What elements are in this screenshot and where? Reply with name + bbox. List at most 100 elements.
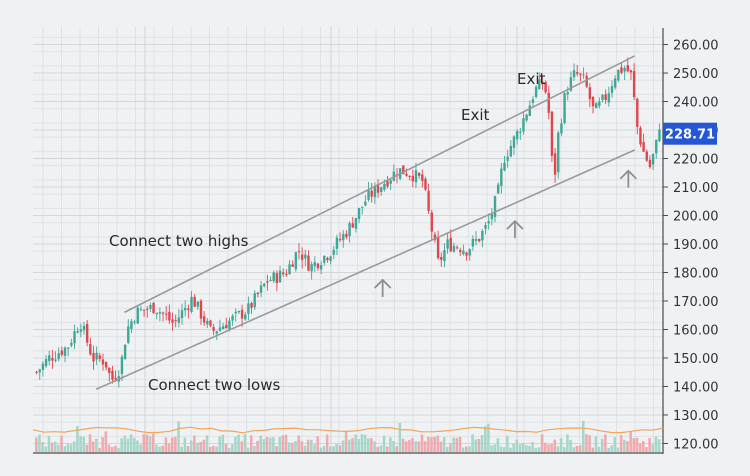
y-tick-label: 220.00 (673, 153, 719, 168)
volume-bar (202, 439, 206, 452)
candle-body (468, 249, 471, 256)
volume-bar (623, 439, 626, 452)
candle-body (421, 174, 424, 181)
volume-bar (259, 435, 263, 452)
volume-bar (306, 439, 310, 452)
candle-body (155, 312, 158, 315)
volume-bar (85, 444, 89, 452)
volume-bar (310, 439, 313, 452)
volume-bar (303, 445, 307, 452)
volume-bar (348, 439, 351, 452)
candle-body (496, 184, 500, 194)
volume-bar (66, 443, 70, 452)
candle-body (569, 77, 573, 91)
candle-body (66, 347, 70, 349)
y-tick-label: 190.00 (673, 238, 719, 253)
volume-bar (474, 439, 478, 452)
candle-body (645, 151, 648, 161)
candle-body (171, 319, 174, 323)
volume-bar (110, 447, 114, 452)
volume-bar (404, 441, 408, 452)
volume-bar (136, 440, 139, 452)
candle-body (297, 251, 301, 253)
candle-body (127, 326, 130, 343)
candle-body (658, 129, 661, 142)
candle-body (591, 96, 595, 107)
volume-bar (420, 434, 424, 452)
candle-body (104, 361, 108, 368)
candle-body (130, 321, 133, 329)
candle-body (313, 262, 317, 267)
volume-bar (594, 436, 598, 452)
candle-body (183, 307, 187, 311)
volume-bar (521, 443, 525, 452)
volume-bar (104, 431, 108, 452)
volume-bar (433, 436, 436, 452)
candle-body (44, 359, 48, 367)
up-arrow-icon (619, 169, 637, 188)
last-price-badge: 228.71 (663, 122, 717, 145)
candle-body (139, 309, 143, 311)
volume-bar (389, 437, 392, 452)
volume-bar (427, 436, 430, 452)
volume-bar (212, 445, 215, 452)
candle-body (383, 183, 386, 190)
candle-body (515, 131, 519, 140)
volume-bar (366, 438, 370, 452)
candle-body (364, 201, 367, 206)
candle-body (114, 377, 117, 380)
volume-bars (32, 420, 664, 452)
annotation-label: Exit (517, 70, 546, 88)
volume-bar (648, 438, 651, 452)
volume-bar (499, 446, 503, 452)
volume-bar (329, 446, 332, 452)
candle-body (221, 326, 225, 330)
volume-bar (395, 446, 398, 452)
y-tick-label: 180.00 (673, 266, 719, 281)
volume-bar (107, 444, 111, 452)
candle-body (620, 67, 623, 73)
candle-body (427, 190, 430, 212)
candlesticks (35, 57, 661, 388)
volume-bar (117, 447, 120, 452)
volume-bar (177, 421, 180, 452)
volume-bar (193, 435, 196, 452)
volume-bar (581, 420, 585, 452)
volume-bar (155, 444, 158, 452)
volume-bar (234, 436, 237, 452)
candle-body (89, 344, 92, 355)
volume-bar (363, 434, 367, 452)
candle-body (512, 136, 516, 148)
candle-body (215, 331, 218, 334)
volume-bar (101, 437, 104, 452)
volume-bar (72, 441, 76, 452)
volume-bar (151, 433, 155, 452)
volume-bar (626, 441, 629, 452)
candle-body (566, 92, 569, 95)
candle-body (177, 317, 181, 323)
candle-body (531, 99, 535, 103)
candle-body (500, 168, 503, 186)
candle-body (237, 310, 241, 313)
volume-bar (287, 442, 291, 452)
candle-body (402, 165, 405, 175)
candle-body (281, 272, 285, 275)
volume-bar (322, 445, 326, 452)
y-tick-label: 140.00 (673, 380, 719, 395)
candle-body (60, 350, 64, 355)
volume-bar (572, 447, 576, 452)
candle-body (493, 196, 497, 218)
volume-bar (414, 441, 417, 452)
candle-body (101, 359, 105, 365)
volume-bar (114, 445, 117, 452)
volume-bar (231, 444, 234, 452)
candle-body (332, 249, 335, 255)
candle-body (509, 145, 513, 157)
volume-bar (559, 437, 563, 452)
candle-body (329, 256, 332, 261)
volume-bar (291, 442, 294, 452)
candle-body (206, 320, 209, 325)
candle-body (202, 316, 206, 323)
candle-body (557, 132, 560, 173)
